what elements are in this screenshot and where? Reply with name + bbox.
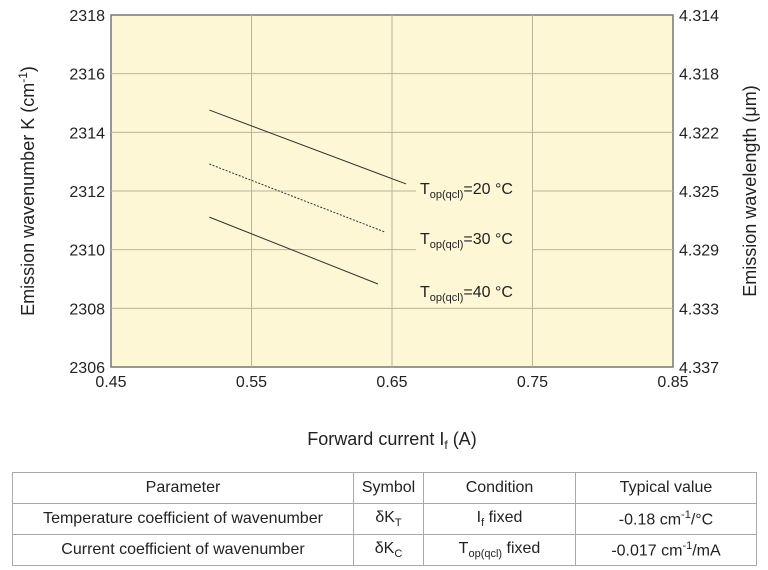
series-label-bg bbox=[416, 224, 532, 252]
y2-tick-label: 4.333 bbox=[679, 301, 719, 318]
y2-tick-label: 4.318 bbox=[679, 67, 719, 84]
y-tick-label: 2312 bbox=[69, 184, 105, 201]
series-label-suffix: =40 °C bbox=[463, 284, 513, 301]
cell-condition: If fixed bbox=[423, 503, 576, 535]
header-symbol: Symbol bbox=[353, 472, 424, 504]
cell-parameter: Current coefficient of wavenumber bbox=[12, 534, 354, 566]
series-label-suffix: =20 °C bbox=[463, 181, 513, 198]
y-axis-label-end: ) bbox=[18, 66, 38, 72]
cell-parameter: Temperature coefficient of wavenumber bbox=[12, 503, 354, 535]
y2-tick-label: 4.337 bbox=[679, 360, 719, 377]
y-tick-label: 2318 bbox=[69, 8, 105, 25]
y-axis-label-sup: -1 bbox=[16, 72, 30, 83]
y2-tick-label: 4.329 bbox=[679, 243, 719, 260]
series-label-bg bbox=[416, 174, 532, 202]
y-tick-label: 2314 bbox=[69, 125, 105, 142]
y2-tick-label: 4.314 bbox=[679, 8, 719, 25]
chart: 0.45 0.55 0.65 0.75 0.85 2306 4.337 2308 4.333 23… bbox=[16, 8, 760, 452]
y-axis-label: Emission wavenumber K (cm-1) bbox=[16, 66, 38, 316]
x-axis-label-sub: f bbox=[444, 438, 448, 452]
y-tick-label: 2306 bbox=[69, 360, 105, 377]
series-label-bg bbox=[416, 277, 532, 305]
header-typical-value: Typical value bbox=[575, 472, 757, 504]
series-label-suffix: =30 °C bbox=[463, 231, 513, 248]
series-line bbox=[209, 109, 407, 185]
y2-tick-label: 4.322 bbox=[679, 125, 719, 142]
y-tick-label: 2308 bbox=[69, 301, 105, 318]
x-tick-label: 0.45 bbox=[95, 374, 126, 391]
y-tick-label: 2310 bbox=[69, 243, 105, 260]
table-row: Current coefficient of wavenumber δKC To… bbox=[12, 534, 757, 566]
x-axis-label-unit: (A) bbox=[448, 429, 477, 449]
y2-axis-label: Emission wavelength (μm) bbox=[740, 85, 760, 296]
series-line bbox=[209, 216, 379, 285]
series-label-sub: op(qcl) bbox=[430, 239, 464, 251]
table-header-row: Parameter Symbol Condition Typical value bbox=[12, 472, 757, 504]
cell-value: -0.017 cm-1/mA bbox=[575, 534, 757, 566]
cell-condition: Top(qcl) fixed bbox=[423, 534, 576, 566]
x-tick-label: 0.75 bbox=[517, 374, 548, 391]
x-tick-label: 0.85 bbox=[657, 374, 688, 391]
series-label-sub: op(qcl) bbox=[430, 292, 464, 304]
cell-symbol: δKC bbox=[353, 534, 424, 566]
x-tick-label: 0.55 bbox=[236, 374, 267, 391]
cell-value: -0.18 cm-1/°C bbox=[575, 503, 757, 535]
coefficient-table: Parameter Symbol Condition Typical value… bbox=[12, 472, 757, 566]
y-tick-label: 2316 bbox=[69, 67, 105, 84]
cell-symbol: δKT bbox=[353, 503, 424, 535]
series-label-sub: op(qcl) bbox=[430, 189, 464, 201]
header-condition: Condition bbox=[423, 472, 576, 504]
header-parameter: Parameter bbox=[12, 472, 354, 504]
y2-tick-label: 4.325 bbox=[679, 184, 719, 201]
x-tick-label: 0.65 bbox=[376, 374, 407, 391]
table-row: Temperature coefficient of wavenumber δK… bbox=[12, 503, 757, 535]
x-axis-label: Forward current If (A) bbox=[307, 429, 476, 452]
